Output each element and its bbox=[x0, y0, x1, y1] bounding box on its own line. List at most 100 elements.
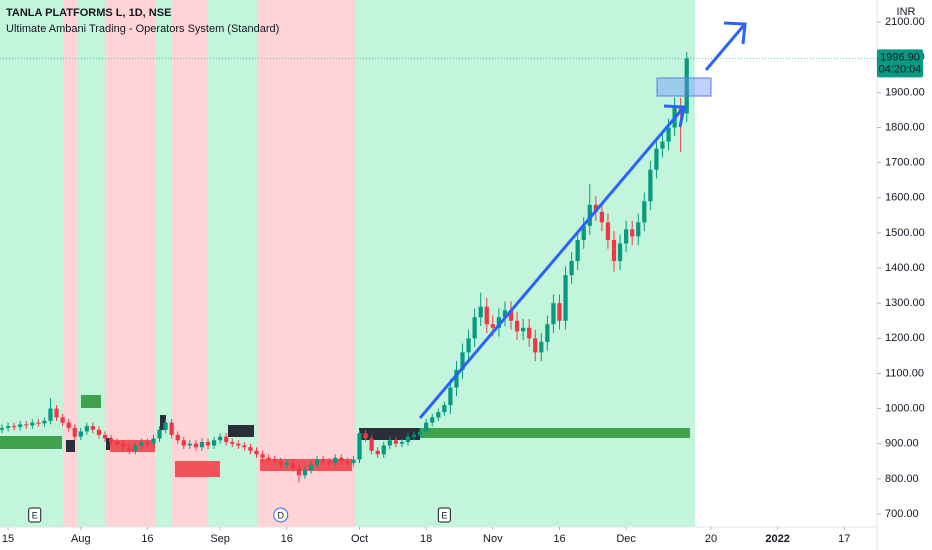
candle-body bbox=[466, 338, 471, 353]
candle-body bbox=[5, 426, 11, 428]
candle-body bbox=[381, 445, 386, 455]
y-tick-label: 1000.00 bbox=[885, 403, 925, 415]
candle-body bbox=[405, 436, 411, 442]
candle-body bbox=[357, 433, 362, 460]
y-tick-label: 1300.00 bbox=[885, 297, 925, 309]
y-tick-label: 1400.00 bbox=[885, 262, 925, 274]
candle-body bbox=[333, 457, 338, 464]
y-tick-label: 1200.00 bbox=[885, 332, 925, 344]
candle-body bbox=[18, 424, 23, 427]
candle-body bbox=[121, 443, 126, 448]
candle-body bbox=[575, 239, 580, 262]
candle-body bbox=[272, 459, 277, 462]
x-tick-label: 15 bbox=[2, 533, 14, 545]
y-tick-label: 900.00 bbox=[885, 438, 919, 450]
candle-body bbox=[151, 438, 156, 444]
candle-body bbox=[345, 461, 350, 464]
candle-body bbox=[660, 141, 665, 149]
y-tick-label: 800.00 bbox=[885, 473, 919, 485]
candle-body bbox=[66, 422, 71, 428]
candle-body bbox=[145, 441, 150, 444]
candle-body bbox=[527, 327, 532, 339]
candle-body bbox=[339, 457, 344, 462]
candle-body bbox=[502, 310, 508, 318]
candle-body bbox=[175, 434, 180, 441]
x-tick-label: 20 bbox=[705, 533, 717, 545]
chart-title: TANLA PLATFORMS L, 1D, NSE bbox=[6, 7, 171, 19]
y-tick-label: 1800.00 bbox=[885, 121, 925, 133]
candle-body bbox=[430, 417, 435, 423]
candle-body bbox=[205, 441, 211, 446]
candle-body bbox=[563, 275, 568, 321]
candle-body bbox=[157, 429, 162, 439]
candle-body bbox=[327, 461, 332, 464]
y-tick-label: 1900.00 bbox=[885, 86, 925, 98]
candle-body bbox=[442, 405, 447, 413]
candle-body bbox=[424, 422, 429, 432]
candle-body bbox=[90, 426, 96, 430]
background-zones bbox=[0, 0, 695, 527]
candle-body bbox=[399, 441, 405, 444]
candle-body bbox=[521, 327, 526, 332]
candle-body bbox=[218, 436, 223, 441]
candle-body bbox=[48, 408, 53, 421]
candle-body bbox=[308, 464, 314, 471]
price-axis bbox=[877, 0, 932, 550]
candle-body bbox=[599, 211, 605, 223]
candle-body bbox=[302, 470, 308, 476]
candle-body bbox=[484, 306, 489, 325]
candle-body bbox=[624, 229, 629, 244]
candles bbox=[0, 51, 689, 483]
x-tick-label: Oct bbox=[351, 533, 368, 545]
candle-body bbox=[417, 431, 423, 435]
candle-body bbox=[557, 303, 562, 321]
event-label: E bbox=[32, 510, 38, 520]
x-tick-label: 17 bbox=[838, 533, 850, 545]
drawings bbox=[418, 21, 747, 419]
candle-body bbox=[654, 148, 659, 170]
indicator-boxes bbox=[0, 395, 690, 477]
candle-body bbox=[533, 338, 538, 353]
candle-body bbox=[266, 457, 271, 460]
candle-body bbox=[369, 438, 374, 451]
candle-body bbox=[581, 225, 586, 240]
candle-body bbox=[102, 434, 108, 439]
candle-body bbox=[648, 169, 653, 202]
candle-body bbox=[284, 463, 289, 465]
x-tick-label: Dec bbox=[616, 533, 636, 545]
candle-body bbox=[460, 352, 465, 370]
candle-body bbox=[260, 454, 265, 458]
candle-body bbox=[508, 310, 514, 321]
candle-body bbox=[36, 422, 41, 424]
x-tick-label: 16 bbox=[553, 533, 565, 545]
y-tick-label: 1700.00 bbox=[885, 157, 925, 169]
candle-body bbox=[351, 459, 356, 464]
currency: INR bbox=[897, 6, 916, 18]
y-tick-label: 700.00 bbox=[885, 508, 919, 520]
candle-body bbox=[139, 441, 144, 446]
candle-body bbox=[314, 459, 320, 465]
x-tick-label: Sep bbox=[210, 533, 230, 545]
candle-body bbox=[78, 431, 83, 437]
candle-body bbox=[30, 422, 35, 426]
candle-body bbox=[211, 440, 217, 446]
candle-body bbox=[569, 261, 574, 276]
y-tick-label: 1600.00 bbox=[885, 192, 925, 204]
candle-body bbox=[254, 450, 259, 455]
candle-body bbox=[42, 420, 47, 424]
event-label: D bbox=[277, 510, 284, 520]
candle-body bbox=[617, 243, 623, 262]
candle-body bbox=[96, 429, 102, 435]
candle-body bbox=[115, 441, 120, 444]
candle-body bbox=[133, 445, 138, 451]
candle-body bbox=[84, 426, 89, 432]
candle-body bbox=[514, 320, 520, 332]
y-tick-label: 1100.00 bbox=[885, 367, 924, 379]
candle-body bbox=[108, 438, 114, 442]
candle-body bbox=[551, 303, 556, 325]
candle-body bbox=[545, 324, 550, 342]
candle-body bbox=[630, 229, 635, 237]
candle-body bbox=[375, 450, 380, 455]
candle-body bbox=[454, 369, 459, 388]
